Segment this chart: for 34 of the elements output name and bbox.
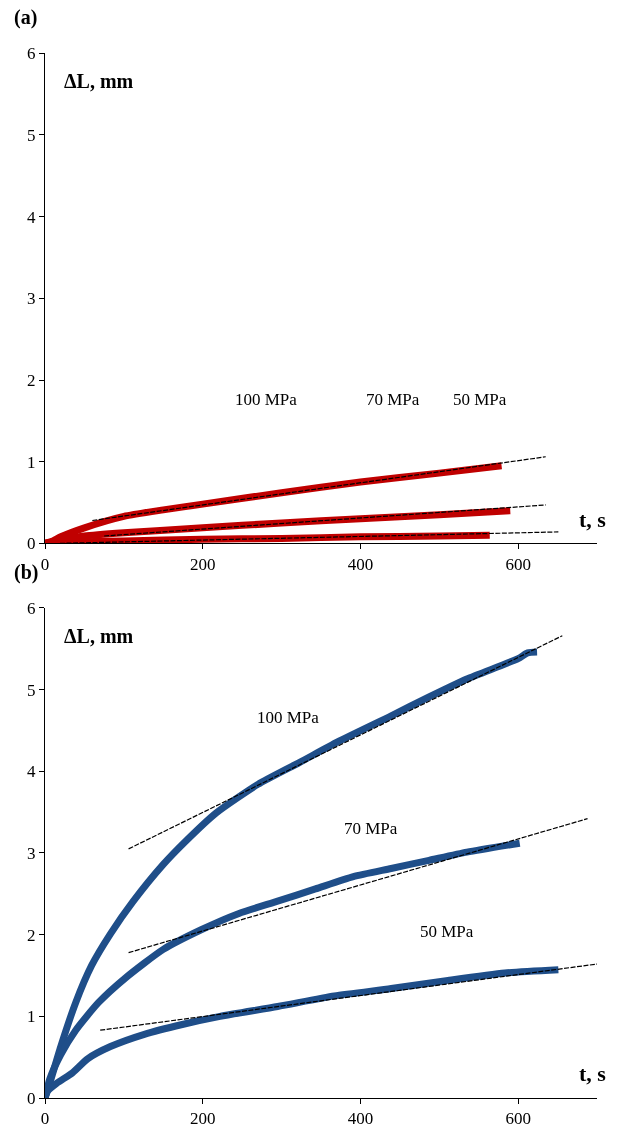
y-tick-label: 5 [27,680,36,700]
x-axis-title: t, s [579,1061,607,1086]
y-tick-label: 2 [27,370,36,390]
y-tick-label: 0 [27,1088,36,1108]
y-tick-label: 6 [27,44,36,64]
x-tick-label: 600 [505,1109,531,1129]
y-tick-label: 4 [27,207,37,227]
x-tick-label: 200 [189,1109,216,1129]
x-tick-label: 600 [505,554,531,574]
annotation: 50 MPa [453,390,507,409]
y-tick-label: 1 [27,452,36,472]
annotation: 50 MPa [420,922,474,941]
y-axis-title: ΔL, mm [64,625,134,647]
x-tick-label: 400 [347,1109,374,1129]
y-axis-title: ΔL, mm [64,70,134,92]
y-tick-label: 5 [27,125,36,145]
y-tick-label: 4 [27,762,37,782]
x-tick-label: 400 [347,554,374,574]
x-tick-label: 0 [40,1109,50,1129]
chart-title: (b) [14,561,39,584]
y-tick-label: 3 [27,289,36,309]
x-tick-label: 200 [189,554,216,574]
y-tick-label: 0 [27,534,36,554]
chart-title: (a) [14,6,38,29]
y-tick-label: 6 [27,598,36,618]
annotation: 70 MPa [344,819,398,838]
x-tick-label: 0 [40,554,50,574]
x-axis-title: t, s [579,507,607,532]
annotation: 100 MPa [257,708,320,727]
y-tick-label: 2 [27,925,36,945]
y-tick-label: 1 [27,1007,36,1027]
annotation: 100 MPa [235,390,298,409]
annotation: 70 MPa [366,390,420,409]
y-tick-label: 3 [27,843,36,863]
